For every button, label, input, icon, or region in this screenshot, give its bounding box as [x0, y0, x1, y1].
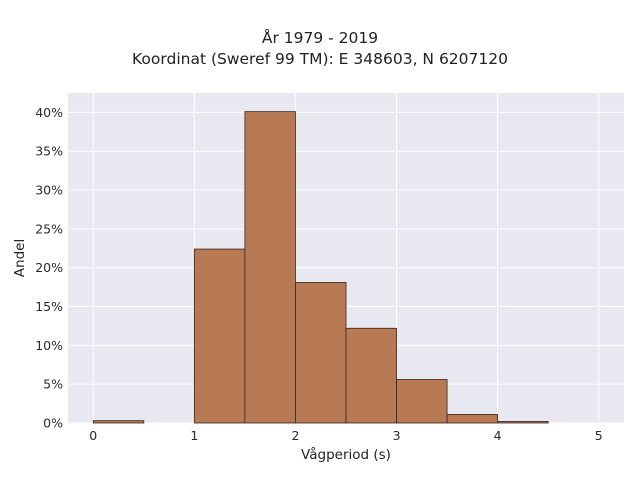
chart-subtitle: Koordinat (Sweref 99 TM): E 348603, N 62… [132, 50, 508, 68]
y-axis-label: Andel [12, 238, 28, 278]
histogram-bar [92, 420, 145, 424]
x-tick-label: 0 [89, 428, 97, 443]
y-axis-ticks: 0% 5% 10% 15% 20% 25% 30% 35% 40% [35, 105, 63, 431]
histogram-bar [345, 327, 397, 424]
x-tick-label: 1 [190, 428, 198, 443]
histogram-bar [396, 379, 448, 424]
x-tick-label: 2 [291, 428, 299, 443]
y-tick-label: 35% [35, 144, 63, 159]
x-tick-label: 4 [494, 428, 502, 443]
y-tick-label: 5% [43, 377, 63, 392]
y-tick-label: 20% [35, 260, 63, 275]
chart-title: År 1979 - 2019 [261, 29, 379, 47]
x-axis-ticks: 0 1 2 3 4 5 [89, 428, 602, 443]
y-tick-label: 10% [35, 338, 63, 353]
histogram-bar [295, 282, 347, 424]
histogram-bars [92, 111, 549, 424]
histogram-bar [244, 111, 296, 424]
y-tick-label: 25% [35, 221, 63, 236]
histogram-bar [497, 421, 549, 424]
x-tick-label: 5 [595, 428, 603, 443]
x-tick-label: 3 [393, 428, 401, 443]
y-tick-label: 15% [35, 299, 63, 314]
histogram-bar [446, 414, 499, 424]
y-tick-label: 0% [43, 416, 63, 431]
y-tick-label: 30% [35, 183, 63, 198]
histogram-bar [193, 248, 246, 424]
x-axis-label: Vågperiod (s) [301, 447, 391, 463]
y-tick-label: 40% [35, 105, 63, 120]
